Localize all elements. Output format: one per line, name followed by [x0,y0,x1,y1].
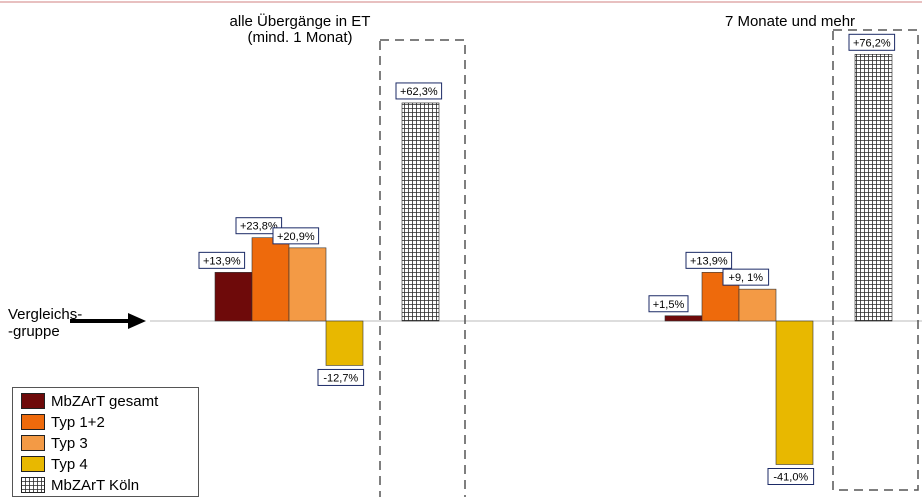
legend-item-mbzart-gesamt: MbZArT gesamt [21,391,158,411]
bar-mbzart-k-ln-2 [854,53,893,322]
legend-swatch [21,393,45,409]
data-label-mbzart-k-ln-2: +76,2% [848,33,896,51]
legend-label: Typ 3 [51,434,88,452]
highlight-box [832,29,919,491]
svg-text:-12,7%: -12,7% [323,372,358,384]
data-label-mbzart-gesamt-1: +13,9% [198,251,246,269]
legend-swatch [21,456,45,472]
bar-typ-4-2 [775,320,814,465]
svg-text:+62,3%: +62,3% [400,86,438,98]
legend-swatch [21,435,45,451]
legend-item-mbzart-koeln: MbZArT Köln [21,475,139,495]
legend-label: MbZArT gesamt [51,392,159,410]
bar-typ-4-1 [325,320,364,366]
data-label-typ-4-1: -12,7% [317,368,365,386]
data-label-typ-1-2-2: +13,9% [685,251,733,269]
svg-text:+76,2%: +76,2% [853,37,891,49]
bar-typ-3-1 [288,247,327,322]
data-label-typ-3-2: +9, 1% [722,268,770,286]
reference-arrow [70,313,146,329]
legend-label: Typ 1+2 [51,413,105,431]
data-label-mbzart-k-ln-1: +62,3% [395,82,443,100]
svg-text:+20,9%: +20,9% [277,231,315,243]
legend-item-typ-4: Typ 4 [21,454,88,474]
reference-label: Vergleichs- -gruppe [8,306,83,340]
legend: MbZArT gesamt Typ 1+2 Typ 3 Typ 4 MbZArT… [12,387,199,497]
bar-typ-1-2-1 [251,237,290,322]
svg-text:+9, 1%: +9, 1% [729,272,764,284]
legend-item-typ-3: Typ 3 [21,433,88,453]
svg-text:+13,9%: +13,9% [690,255,728,267]
legend-swatch [21,477,45,493]
bar-typ-3-2 [738,288,777,322]
group-title-all: alle Übergänge in ET (mind. 1 Monat) [229,13,371,46]
legend-swatch [21,414,45,430]
svg-text:+23,8%: +23,8% [240,221,278,233]
svg-text:-41,0%: -41,0% [773,472,808,484]
legend-item-typ-1-2: Typ 1+2 [21,412,105,432]
bar-mbzart-gesamt-2 [664,315,703,322]
legend-label: MbZArT Köln [51,476,140,494]
bar-mbzart-k-ln-1 [401,102,440,322]
bar-mbzart-gesamt-1 [214,272,253,322]
data-label-typ-3-1: +20,9% [272,227,320,245]
data-label-typ-1-2-1: +23,8% [235,217,283,235]
svg-text:+13,9%: +13,9% [203,255,241,267]
legend-label: Typ 4 [51,455,88,473]
highlight-box [379,39,466,497]
svg-text:+1,5%: +1,5% [653,299,685,311]
data-label-typ-4-2: -41,0% [767,468,815,485]
group-title-7months: 7 Monate und mehr [724,13,856,30]
data-label-mbzart-gesamt-2: +1,5% [648,295,689,313]
